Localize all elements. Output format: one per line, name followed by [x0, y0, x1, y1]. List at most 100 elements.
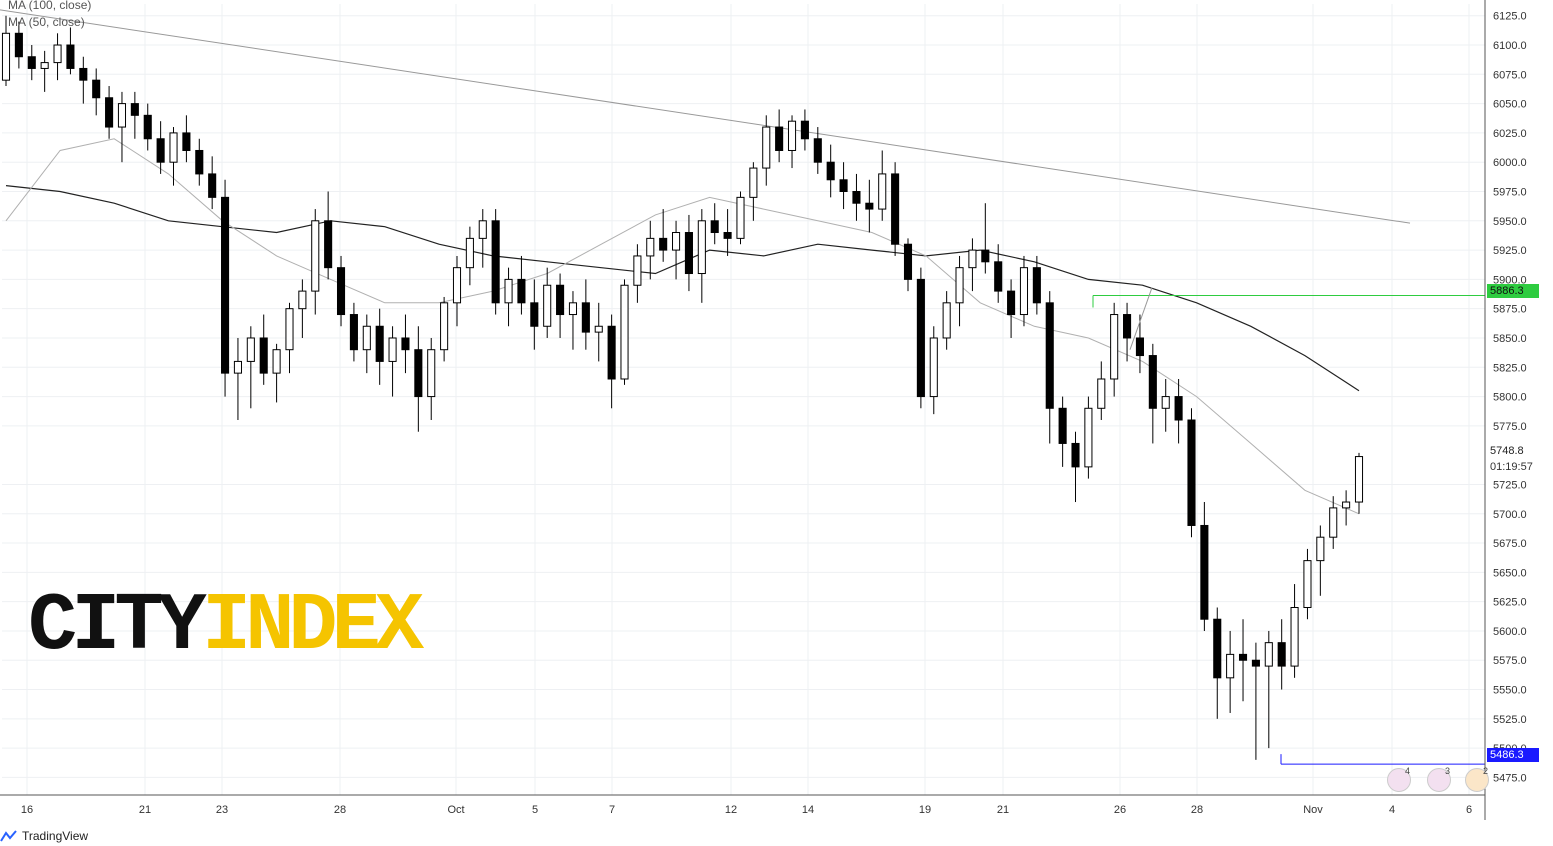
date-tick-label: 28	[334, 804, 346, 816]
candle-body	[710, 220, 719, 234]
candle-body	[697, 220, 706, 275]
candle-body	[1303, 560, 1312, 609]
candle-body	[427, 349, 436, 398]
candle-body	[53, 44, 62, 64]
event-flag-icon[interactable]	[1427, 768, 1451, 792]
axis-layer: 6125.0 6100.0 6075.0 6050.0 6025.0 6000.0 5975…	[0, 0, 1527, 820]
price-tick-label: 6075.0	[1493, 69, 1527, 81]
candle-body	[1187, 419, 1196, 526]
candle-body	[349, 314, 358, 351]
event-flag-icon[interactable]	[1387, 768, 1411, 792]
candle-body	[517, 278, 526, 304]
price-tick-label: 5525.0	[1493, 714, 1527, 726]
candle-body	[916, 278, 925, 398]
price-tick-label: 5875.0	[1493, 304, 1527, 316]
price-tick-label: 5975.0	[1493, 186, 1527, 198]
candle-body	[1251, 659, 1260, 667]
candle-body	[672, 232, 681, 251]
event-flag-icon[interactable]	[1465, 768, 1489, 792]
candle-body	[955, 267, 964, 304]
legend-ma100[interactable]: MA (100, close)	[8, 0, 92, 12]
candle-body	[620, 284, 629, 380]
candle-body	[182, 132, 191, 151]
logo-city-text: CITY	[28, 580, 208, 673]
candle-body	[543, 284, 552, 327]
candle-body	[130, 103, 139, 116]
candle-body	[156, 138, 165, 163]
candle-body	[336, 267, 346, 316]
date-tick-label: 26	[1114, 804, 1126, 816]
tradingview-label: TradingView	[22, 829, 89, 843]
candle-body	[1058, 407, 1067, 444]
candle-body	[942, 302, 951, 339]
candle-body	[362, 325, 371, 351]
candle-body	[1213, 618, 1222, 679]
candle-body	[401, 337, 410, 351]
candle-body	[27, 56, 36, 69]
candle-body	[775, 126, 784, 151]
price-tick-label: 6000.0	[1493, 157, 1527, 169]
candle-body	[221, 196, 230, 374]
candle-body	[1316, 536, 1325, 562]
price-tick-label: 5850.0	[1493, 333, 1527, 345]
date-tick-label: Nov	[1303, 804, 1323, 816]
candle-body	[968, 249, 977, 269]
candle-body	[1174, 396, 1183, 421]
candle-body	[594, 325, 603, 333]
candle-body	[1084, 407, 1093, 468]
moving-average-layer	[5, 138, 1360, 515]
candle-body	[311, 220, 320, 292]
candle-body	[14, 32, 23, 58]
candle-body	[878, 173, 887, 210]
date-tick-label: 5	[532, 804, 538, 816]
candle-body	[1226, 653, 1235, 679]
candle-body	[787, 120, 797, 151]
candle-body	[169, 132, 178, 163]
candle-body	[208, 173, 217, 198]
candle-body	[195, 149, 204, 175]
horizontal-level-layer	[1092, 287, 1485, 765]
ma100-line	[5, 185, 1360, 392]
last-price-label: 5748.8	[1490, 445, 1524, 457]
candle-body	[903, 243, 913, 280]
candle-body	[440, 302, 449, 351]
date-tick-label: 16	[21, 804, 33, 816]
candle-body	[1238, 653, 1248, 661]
event-count: 2	[1483, 766, 1489, 776]
logo-index-text: INDEX	[202, 580, 425, 673]
candle-body	[1, 32, 11, 81]
candle-body	[1032, 267, 1041, 304]
price-tick-label: 5550.0	[1493, 685, 1527, 697]
candle-body	[1019, 267, 1029, 316]
candle-body	[465, 237, 474, 269]
candle-body	[1045, 302, 1054, 409]
candle-body	[568, 302, 578, 316]
price-tick-label: 5900.0	[1493, 274, 1527, 286]
date-tick-label: 4	[1389, 804, 1395, 816]
candlestick-series	[1, 15, 1364, 760]
candle-body	[414, 349, 423, 398]
legend-ma50[interactable]: MA (50, close)	[8, 15, 85, 29]
candle-body	[981, 249, 990, 263]
price-tick-label: 5575.0	[1493, 655, 1527, 667]
date-tick-label: 21	[997, 804, 1009, 816]
date-tick-label: 6	[1466, 804, 1472, 816]
candle-body	[246, 337, 255, 362]
price-tick-label: 5725.0	[1493, 479, 1527, 491]
price-tick-label: 6100.0	[1493, 40, 1527, 52]
candle-body	[92, 79, 101, 99]
tradingview-brand[interactable]: TradingView	[0, 826, 88, 846]
candle-body	[79, 67, 88, 81]
date-tick-label: 14	[802, 804, 814, 816]
candle-body	[1007, 290, 1016, 316]
date-tick-label: 12	[725, 804, 737, 816]
price-tick-label: 5625.0	[1493, 597, 1527, 609]
candle-body	[646, 237, 655, 257]
price-tick-label: 5650.0	[1493, 567, 1527, 579]
candle-body	[298, 290, 307, 310]
candle-body	[143, 114, 152, 140]
price-tick-label: 6025.0	[1493, 128, 1527, 140]
price-tick-label: 6125.0	[1493, 11, 1527, 23]
candle-body	[581, 302, 590, 333]
